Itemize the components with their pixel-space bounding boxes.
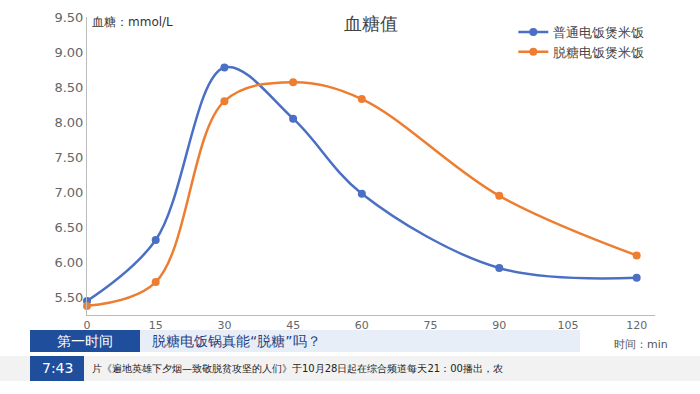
svg-text:9.50: 9.50 <box>54 10 83 25</box>
svg-text:时间：min: 时间：min <box>614 338 668 351</box>
svg-text:45: 45 <box>286 319 300 332</box>
svg-text:8.00: 8.00 <box>54 115 83 130</box>
svg-text:片《遍地英雄下夕烟—致敬脱贫攻坚的人们》于10月28日起在综: 片《遍地英雄下夕烟—致敬脱贫攻坚的人们》于10月28日起在综合频道每天21：00… <box>92 363 503 374</box>
svg-text:血糖值: 血糖值 <box>344 13 398 34</box>
svg-text:普通电饭煲米饭: 普通电饭煲米饭 <box>553 25 644 40</box>
svg-text:105: 105 <box>557 319 578 332</box>
svg-text:120: 120 <box>626 319 647 332</box>
svg-text:血糖：mmol/L: 血糖：mmol/L <box>92 15 173 29</box>
svg-text:60: 60 <box>355 319 369 332</box>
svg-text:脱糖电饭锅真能“脱糖”吗？: 脱糖电饭锅真能“脱糖”吗？ <box>152 333 321 349</box>
svg-text:75: 75 <box>424 319 438 332</box>
svg-text:30: 30 <box>217 319 231 332</box>
svg-text:脱糖电饭煲米饭: 脱糖电饭煲米饭 <box>553 45 644 60</box>
svg-text:7:43: 7:43 <box>42 360 73 376</box>
svg-text:6.00: 6.00 <box>54 255 83 270</box>
svg-text:15: 15 <box>149 319 163 332</box>
svg-text:9.00: 9.00 <box>54 45 83 60</box>
svg-text:7.50: 7.50 <box>54 150 83 165</box>
svg-text:7.00: 7.00 <box>54 185 83 200</box>
svg-text:8.50: 8.50 <box>54 80 83 95</box>
svg-text:第一时间: 第一时间 <box>57 333 113 349</box>
svg-text:0: 0 <box>84 319 91 332</box>
svg-text:5.50: 5.50 <box>54 290 83 305</box>
svg-text:6.50: 6.50 <box>54 220 83 235</box>
svg-text:90: 90 <box>492 319 506 332</box>
